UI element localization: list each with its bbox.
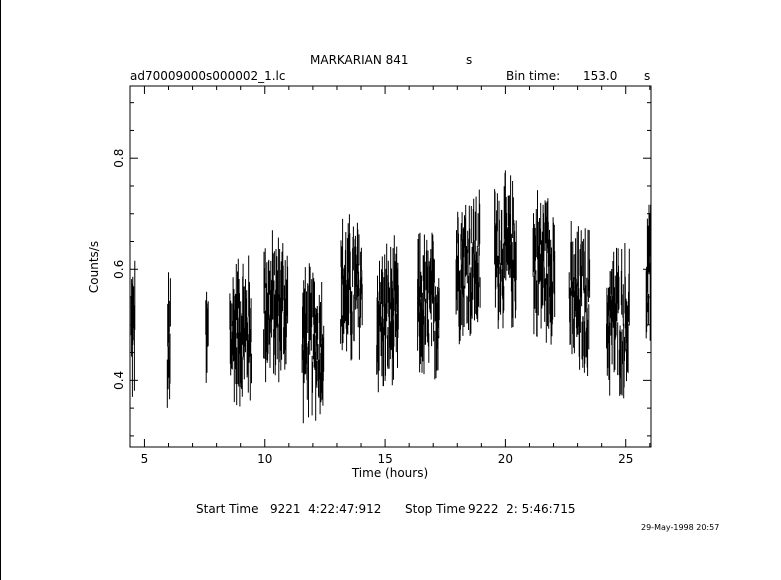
start-time-value: 9221 4:22:47:912 [270, 502, 382, 516]
x-tick-label: 5 [141, 452, 149, 466]
x-axis-label: Time (hours) [351, 466, 428, 480]
x-tick-label: 25 [618, 452, 633, 466]
data-segment [568, 221, 591, 376]
y-tick-label: 0.6 [112, 260, 126, 279]
data-segment [301, 263, 325, 424]
filename: ad70009000s000002_1.lc [130, 69, 286, 83]
y-axis-label: Counts/s [87, 241, 101, 293]
object-unit: s [466, 53, 473, 67]
data-segment [532, 190, 556, 345]
bin-time-unit: s [644, 69, 651, 83]
data-segment [263, 230, 289, 383]
data-segment [376, 235, 399, 393]
data-segment [606, 243, 630, 399]
datestamp: 29-May-1998 20:57 [641, 523, 720, 532]
data-segment [130, 260, 136, 397]
y-tick-label: 0.4 [112, 371, 126, 390]
stop-time-label: Stop Time [405, 502, 466, 516]
data-segment [340, 214, 363, 361]
tick-labels: 5 10 15 20 25 0.4 0.6 0.8 [112, 149, 633, 466]
data-segment [645, 203, 652, 341]
data-segment [417, 232, 440, 380]
axis-ticks [130, 86, 651, 447]
data-segment [205, 291, 209, 383]
data-segment [229, 255, 252, 407]
bin-time-label: Bin time: [506, 69, 561, 83]
start-time-label: Start Time [196, 502, 259, 516]
object-name: MARKARIAN 841 [310, 53, 409, 67]
left-border [0, 0, 1, 580]
y-tick-label: 0.8 [112, 149, 126, 168]
data-segment [494, 170, 517, 329]
stop-time-value: 9222 2: 5:46:715 [468, 502, 576, 516]
x-tick-label: 15 [377, 452, 392, 466]
x-tick-label: 10 [257, 452, 272, 466]
series-counts [130, 170, 652, 424]
x-tick-label: 20 [498, 452, 513, 466]
data-segment [455, 189, 481, 345]
bin-time-value: 153.0 [583, 69, 618, 83]
data-segment [166, 272, 171, 408]
